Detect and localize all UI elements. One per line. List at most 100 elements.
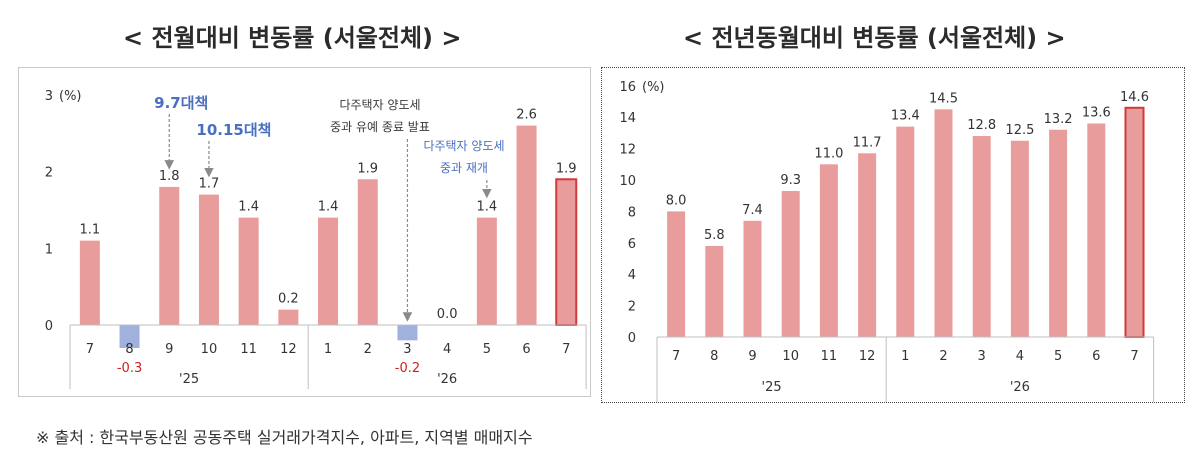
y-axis-unit: (%) [59,89,82,104]
bar [934,109,953,337]
category-label: 9 [165,342,173,357]
note-annotation: 다주택자 양도세 [339,98,420,112]
note-annotation: 중과 재개 [440,161,488,175]
category-label: 7 [86,342,94,357]
y-tick-label: 0 [628,331,636,346]
bar [819,164,838,337]
data-label: 0.2 [278,292,299,307]
y-tick-label: 3 [45,89,53,104]
bar [705,245,724,337]
y-tick-label: 2 [45,166,53,181]
bar [238,217,259,325]
category-label: 3 [978,349,986,364]
category-label: 12 [859,349,876,364]
monthly-change-chart-panel: 0 1 2 3 (%) 1.1 -0.3 1.8 1.7 1.4 0.2 1.4 1.9 -0.2 0.0 1… [18,67,591,397]
policy-annotation: 10.15대책 [196,121,271,139]
data-label: 1.9 [357,161,378,176]
category-label: 11 [821,349,838,364]
category-label: 4 [1016,349,1024,364]
category-label: 2 [364,342,372,357]
category-label: 6 [1092,349,1100,364]
yearly-change-chart-panel: 0 2 4 6 8 10 12 14 16 (%) 8.0 5.8 7.4 9.3 11.0 11.7 13.4… [601,67,1185,403]
category-label: 4 [443,342,451,357]
bar [476,217,497,325]
data-label: 8.0 [666,193,687,208]
bar [555,178,578,326]
bar [198,194,219,325]
y-tick-label: 0 [45,319,53,334]
bar [119,325,140,349]
y-tick-label: 4 [628,268,636,283]
bar [1010,140,1029,337]
year-label: '25 [179,372,199,387]
data-label: 13.4 [891,109,920,124]
bar [896,126,915,337]
year-label: '26 [437,372,457,387]
year-label: '26 [1010,380,1030,395]
y-tick-label: 2 [628,300,636,315]
bar [858,153,877,337]
data-label: 14.5 [929,91,958,106]
y-tick-label: 14 [619,111,636,126]
y-tick-label: 1 [45,242,53,257]
bar [318,217,339,325]
left-chart-title: < 전월대비 변동률 (서울전체) > [123,24,462,52]
category-label: 7 [562,342,570,357]
y-tick-label: 8 [628,205,636,220]
bar [1087,123,1106,337]
category-label: 3 [403,342,411,357]
data-label: 11.0 [814,146,843,161]
data-label: 1.4 [238,200,259,215]
bar [159,186,180,325]
data-label: 1.7 [199,177,220,192]
category-label: 8 [710,349,718,364]
category-label: 11 [240,342,257,357]
category-label: 1 [324,342,332,357]
category-label: 5 [1054,349,1062,364]
category-label: 5 [483,342,491,357]
category-label: 10 [782,349,799,364]
y-tick-label: 16 [619,80,636,95]
source-note: ※ 출처 : 한국부동산원 공동주택 실거래가격지수, 아파트, 지역별 매매지… [36,428,533,447]
data-label: 5.8 [704,228,725,243]
category-label: 12 [280,342,297,357]
data-label: 12.8 [967,118,996,133]
data-label: 9.3 [780,173,801,188]
data-label: 1.4 [318,200,339,215]
data-label: 2.6 [516,108,537,123]
category-label: 9 [748,349,756,364]
policy-annotation: 9.7대책 [154,94,208,112]
data-label: 14.6 [1120,90,1149,105]
data-label: 11.7 [853,135,882,150]
y-tick-label: 6 [628,237,636,252]
category-label: 6 [522,342,530,357]
note-annotation: 다주택자 양도세 [423,139,504,153]
bar [972,136,991,337]
right-chart-title: < 전년동월대비 변동률 (서울전체) > [683,24,1066,52]
bar [397,325,418,341]
data-label: -0.3 [117,361,142,376]
y-tick-label: 12 [619,143,636,158]
y-tick-label: 10 [619,174,636,189]
bar [357,179,378,325]
data-label: 1.8 [159,169,180,184]
category-label: 8 [125,342,133,357]
category-label: 1 [901,349,909,364]
bar [743,220,762,337]
category-label: 7 [672,349,680,364]
category-label: 7 [1130,349,1138,364]
bar [278,309,299,325]
data-label: 0.0 [437,307,458,322]
data-label: 1.9 [556,161,577,176]
data-label: 12.5 [1005,123,1034,138]
bar [781,190,800,337]
category-label: 10 [201,342,218,357]
data-label: 13.6 [1082,105,1111,120]
bar [1124,106,1145,338]
bar [1049,129,1068,337]
data-label: 1.1 [80,223,101,238]
y-axis-unit: (%) [642,80,665,95]
year-label: '25 [762,380,782,395]
